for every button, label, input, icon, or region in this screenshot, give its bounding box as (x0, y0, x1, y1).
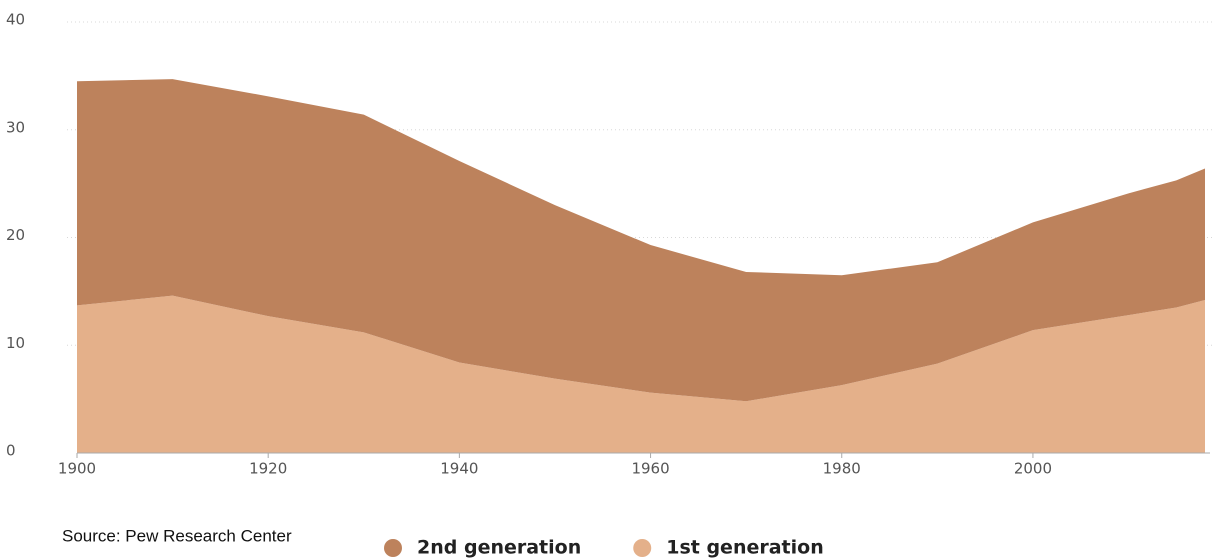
x-tick-label: 1940 (440, 460, 478, 478)
x-tick-label: 1920 (249, 460, 287, 478)
y-tick-label: 30 (6, 118, 25, 136)
y-tick-label: 10 (6, 334, 25, 352)
y-tick-label: 0 (6, 442, 16, 460)
source-note: Source: Pew Research Center (62, 526, 292, 545)
legend-label: 1st generation (666, 537, 824, 559)
x-tick-label: 1960 (631, 460, 669, 478)
area (77, 79, 1205, 402)
area (77, 295, 1205, 453)
y-tick-label: 20 (6, 226, 25, 244)
x-tick-label: 1900 (58, 460, 96, 478)
x-tick-label: 1980 (823, 460, 861, 478)
x-tick-label: 2000 (1014, 460, 1052, 478)
legend-marker (633, 539, 652, 557)
legend-marker (384, 539, 402, 557)
legend-label: 2nd generation (417, 537, 581, 559)
y-tick-label: 40 (6, 11, 25, 29)
